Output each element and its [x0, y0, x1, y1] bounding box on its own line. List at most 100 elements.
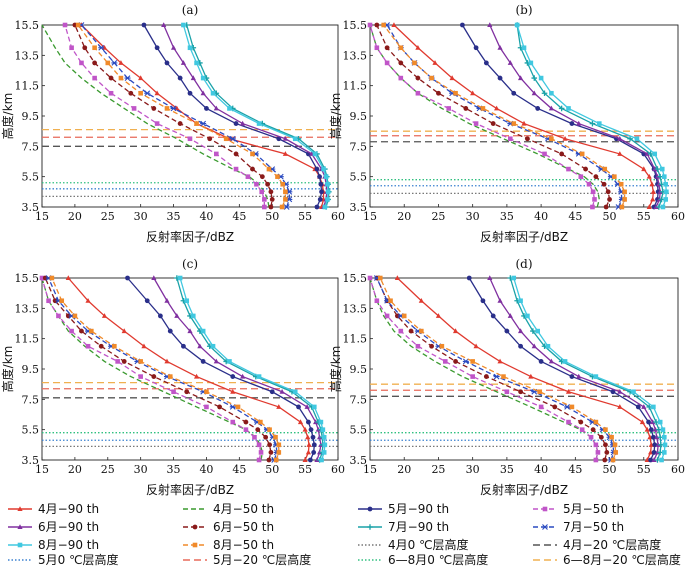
series-may90	[141, 22, 324, 210]
data-point-aug50	[112, 343, 117, 349]
series-line-aug50	[379, 277, 617, 461]
data-point-may90	[648, 427, 654, 433]
data-point-jul50	[493, 373, 500, 380]
data-point-may90	[187, 90, 193, 96]
data-point-jun50	[207, 136, 213, 142]
data-point-jun90	[279, 388, 285, 394]
data-point-jun90	[531, 90, 537, 96]
data-point-aug90	[325, 189, 331, 195]
legend-marker	[542, 524, 548, 530]
series-jun90	[487, 22, 663, 209]
data-point-jun50	[463, 106, 469, 111]
data-point-aug90	[528, 60, 534, 66]
y-tick-label: 5.5	[350, 171, 368, 184]
legend-entry-jja0: 6—8月0 ℃层高度	[358, 552, 488, 567]
data-point-jun90	[654, 434, 660, 440]
data-point-may50	[374, 45, 380, 51]
series-may90	[125, 275, 317, 463]
x-tick-label: 20	[68, 210, 82, 223]
data-point-may90	[307, 457, 313, 463]
series-line-may50	[41, 277, 262, 461]
series-aug90	[511, 275, 668, 463]
series-aug90	[177, 275, 328, 463]
data-point-jun90	[507, 313, 513, 318]
data-point-jun50	[436, 90, 441, 96]
data-point-apr90	[101, 313, 108, 318]
data-point-jun90	[197, 343, 203, 349]
data-point-may90	[635, 404, 641, 410]
data-point-may50	[115, 359, 120, 364]
data-point-may90	[460, 22, 465, 28]
y-tick-label: 5.5	[22, 171, 40, 184]
data-point-apr90	[305, 449, 311, 455]
x-tick-label: 55	[298, 463, 312, 476]
data-point-apr90	[282, 151, 288, 156]
data-point-aug50	[612, 442, 618, 448]
data-point-may90	[318, 181, 324, 187]
data-point-jul50	[144, 90, 151, 97]
data-point-aug90	[538, 75, 544, 81]
legend-marker	[17, 542, 23, 548]
data-point-aug50	[273, 434, 278, 440]
data-point-apr90	[65, 275, 71, 280]
x-tick-label: 20	[397, 463, 411, 476]
data-point-may50	[542, 151, 547, 157]
data-point-aug90	[662, 434, 667, 440]
data-point-jun50	[250, 166, 255, 172]
data-point-may50	[415, 343, 421, 349]
legend-label: 5月−90 th	[388, 502, 449, 516]
data-point-may50	[256, 442, 262, 448]
y-axis-label: 高度/km	[0, 346, 15, 393]
data-point-apr90	[562, 135, 568, 141]
legend-label: 5月−50 th	[563, 502, 624, 516]
data-point-aug90	[181, 22, 186, 28]
data-point-aug50	[275, 174, 280, 179]
data-point-jul50	[200, 120, 207, 127]
data-point-aug90	[663, 197, 668, 202]
data-point-apr90	[415, 44, 421, 50]
x-tick-label: 60	[671, 210, 685, 223]
series-jun90	[151, 275, 324, 462]
data-point-aug90	[322, 204, 328, 210]
data-point-aug50	[602, 166, 608, 172]
legend-label: 5月0 ℃层高度	[38, 552, 119, 567]
data-point-jun90	[617, 135, 623, 141]
legend-marker	[367, 506, 373, 512]
data-point-jun90	[497, 297, 503, 303]
series-may50	[39, 275, 264, 463]
data-point-aug90	[321, 434, 327, 440]
chart-panel-2: (c) 15 20 25 30 35 40 45 50 55 60 3.5 5.5 7.5 9.5 11.5 1…	[0, 257, 345, 497]
y-tick-label: 3.5	[22, 454, 40, 467]
data-point-aug90	[514, 22, 520, 28]
data-point-may50	[243, 427, 249, 432]
data-point-may50	[367, 22, 373, 28]
data-point-aug50	[194, 121, 199, 126]
data-point-may50	[108, 90, 114, 96]
legend-entry-jun90: 6月−90 th	[8, 520, 99, 534]
series-jul90	[507, 275, 664, 463]
data-point-may90	[317, 197, 323, 202]
data-point-may90	[141, 22, 147, 28]
data-point-jun50	[603, 442, 608, 448]
data-point-aug90	[292, 136, 298, 142]
data-point-aug90	[210, 343, 216, 349]
data-point-apr90	[164, 358, 170, 364]
data-point-jun90	[576, 120, 582, 126]
y-tick-label: 15.5	[343, 272, 368, 285]
data-point-jun50	[217, 404, 223, 410]
legend-entry-may50: 5月−50 th	[533, 502, 624, 516]
data-point-jun90	[507, 60, 513, 65]
series-jul90	[174, 275, 326, 463]
data-point-aug50	[622, 197, 627, 202]
data-point-aug90	[663, 181, 668, 187]
data-point-aug90	[190, 313, 196, 319]
data-point-jun90	[161, 22, 167, 27]
data-point-apr90	[497, 358, 503, 364]
x-tick-label: 40	[534, 210, 548, 223]
legend-label: 5月−20 ℃层高度	[213, 552, 311, 567]
data-point-apr90	[174, 105, 180, 111]
data-point-jun90	[213, 358, 219, 364]
data-point-jun90	[282, 135, 288, 141]
data-point-jun50	[42, 275, 48, 281]
data-point-jul90	[558, 105, 565, 112]
